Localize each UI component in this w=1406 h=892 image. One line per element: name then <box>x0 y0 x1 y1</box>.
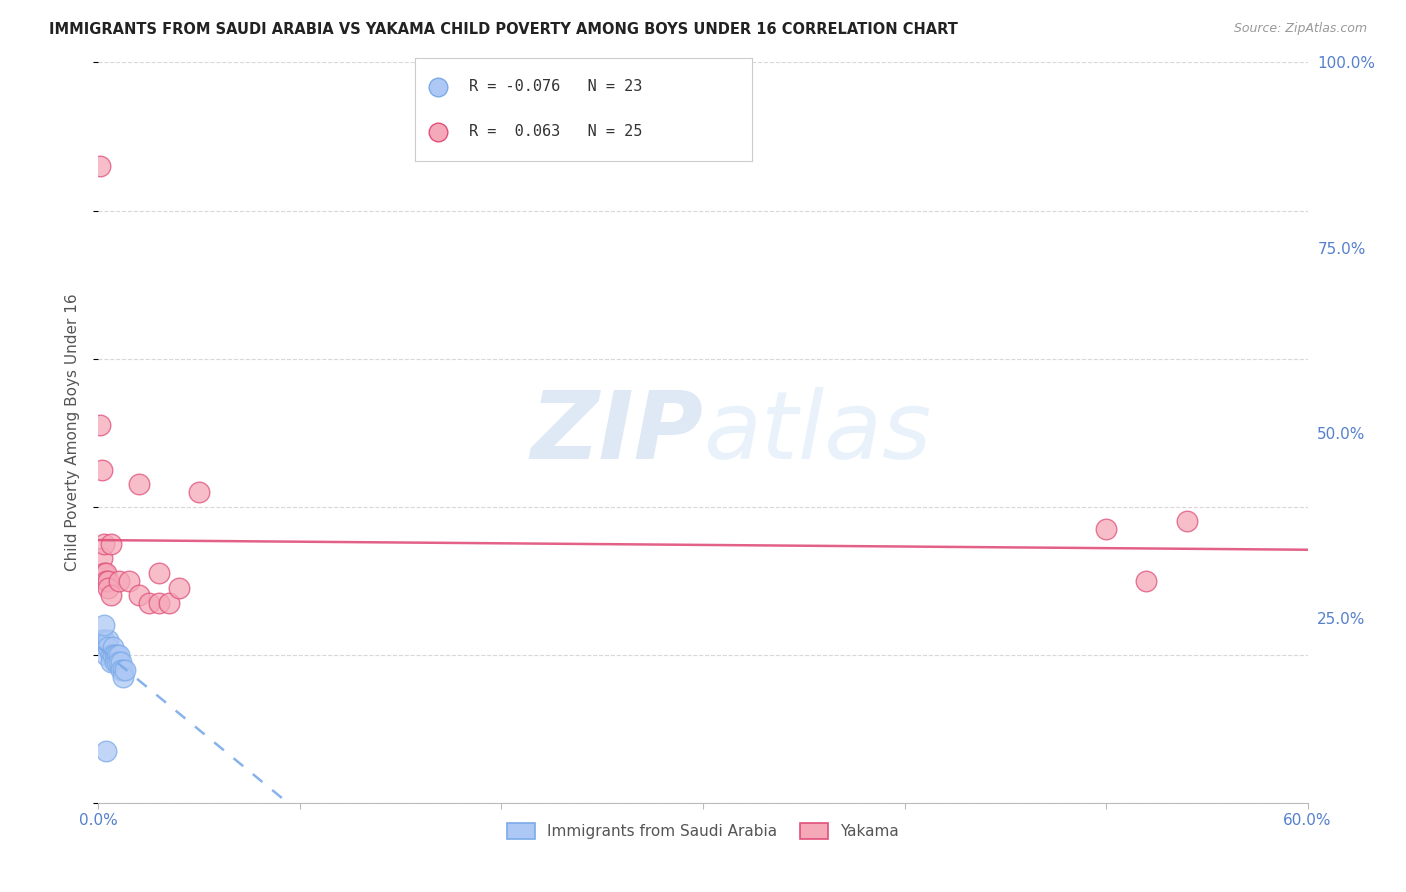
Point <box>107 574 129 588</box>
Point <box>93 632 115 647</box>
Text: atlas: atlas <box>703 387 931 478</box>
Point <box>110 655 132 669</box>
Text: Source: ZipAtlas.com: Source: ZipAtlas.com <box>1233 22 1367 36</box>
Point <box>427 79 450 94</box>
Point <box>148 566 170 581</box>
Point <box>96 744 118 758</box>
Point <box>89 418 111 433</box>
Point <box>96 574 118 588</box>
Point <box>100 536 122 550</box>
Point <box>97 574 120 588</box>
Point <box>96 566 118 581</box>
Point <box>91 632 114 647</box>
Point <box>93 618 115 632</box>
Y-axis label: Child Poverty Among Boys Under 16: Child Poverty Among Boys Under 16 <box>65 293 80 572</box>
Point <box>128 477 150 491</box>
Point <box>111 663 134 677</box>
Point <box>103 655 125 669</box>
Point <box>103 648 125 662</box>
Point <box>1135 574 1157 588</box>
Point <box>148 596 170 610</box>
Point <box>110 663 132 677</box>
Point <box>91 551 114 566</box>
Text: R =  0.063   N = 25: R = 0.063 N = 25 <box>468 124 643 139</box>
Point <box>100 648 122 662</box>
Point <box>89 159 111 173</box>
Point <box>1175 515 1198 529</box>
Point <box>107 648 129 662</box>
Point <box>105 655 128 669</box>
Point <box>105 648 128 662</box>
Point <box>157 596 180 610</box>
Point <box>427 125 450 139</box>
Point <box>100 589 122 603</box>
Point <box>118 574 141 588</box>
Legend: Immigrants from Saudi Arabia, Yakama: Immigrants from Saudi Arabia, Yakama <box>499 815 907 847</box>
Text: R = -0.076   N = 23: R = -0.076 N = 23 <box>468 79 643 95</box>
Point <box>97 632 120 647</box>
Point <box>93 566 115 581</box>
Point <box>188 484 211 499</box>
Point <box>111 670 134 684</box>
Point <box>93 536 115 550</box>
Point <box>100 655 122 669</box>
Text: ZIP: ZIP <box>530 386 703 479</box>
Point <box>96 648 118 662</box>
Point <box>97 581 120 595</box>
Text: IMMIGRANTS FROM SAUDI ARABIA VS YAKAMA CHILD POVERTY AMONG BOYS UNDER 16 CORRELA: IMMIGRANTS FROM SAUDI ARABIA VS YAKAMA C… <box>49 22 957 37</box>
Point <box>97 640 120 655</box>
Point <box>138 596 160 610</box>
Point <box>101 648 124 662</box>
Point <box>1095 522 1118 536</box>
Point <box>96 640 118 655</box>
Point <box>114 663 136 677</box>
Point <box>101 640 124 655</box>
Point <box>167 581 190 595</box>
Point <box>107 655 129 669</box>
Point <box>128 589 150 603</box>
Point <box>91 462 114 476</box>
